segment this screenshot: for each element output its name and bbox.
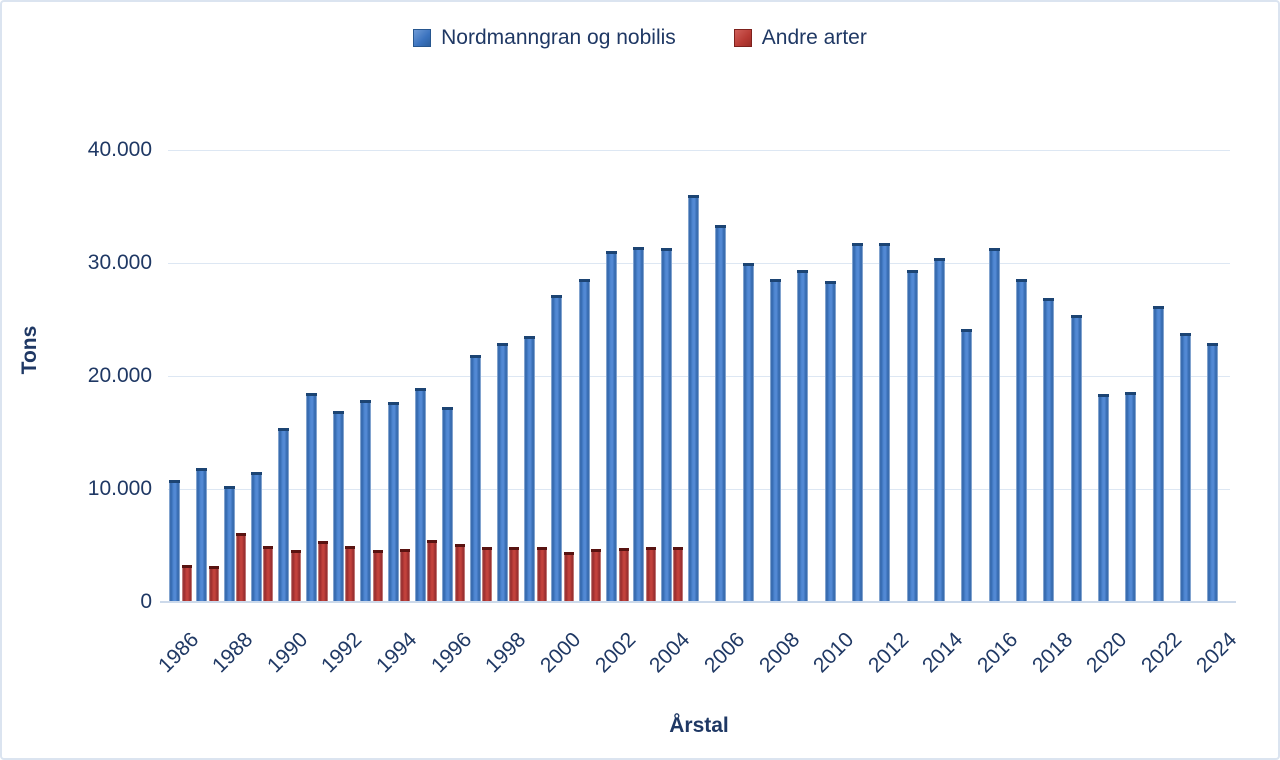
bar-nordmanngran-1990 bbox=[278, 427, 290, 602]
bar-nordmanngran-2010 bbox=[824, 281, 836, 602]
bar-andre-arter-1988 bbox=[236, 533, 247, 602]
bar-nordmanngran-2007 bbox=[742, 263, 754, 602]
bar-nordmanngran-1998 bbox=[496, 343, 508, 602]
bar-nordmanngran-2004 bbox=[660, 248, 672, 602]
y-tick-label-20.000: 20.000 bbox=[87, 364, 152, 387]
legend-item-andre-arter: Andre arter bbox=[733, 26, 867, 50]
y-tick-label-0: 0 bbox=[140, 590, 152, 613]
bar-nordmanngran-1995 bbox=[414, 388, 426, 602]
bar-andre-arter-1994 bbox=[400, 548, 411, 602]
bar-andre-arter-1996 bbox=[454, 544, 465, 602]
bar-andre-arter-1998 bbox=[509, 546, 520, 602]
bar-nordmanngran-2020 bbox=[1097, 394, 1109, 602]
bar-nordmanngran-2019 bbox=[1070, 314, 1082, 602]
legend: Nordmanngran og nobilis Andre arter bbox=[2, 26, 1278, 50]
bar-andre-arter-1993 bbox=[372, 550, 383, 602]
bar-andre-arter-2003 bbox=[645, 546, 656, 602]
bar-nordmanngran-2001 bbox=[578, 278, 590, 602]
bar-nordmanngran-1989 bbox=[250, 472, 262, 602]
gridline-40000 bbox=[168, 149, 1230, 151]
bar-nordmanngran-1997 bbox=[469, 354, 481, 602]
y-tick-label-10.000: 10.000 bbox=[87, 477, 152, 500]
bar-andre-arter-2004 bbox=[673, 546, 684, 602]
bar-andre-arter-2002 bbox=[618, 547, 629, 602]
bar-nordmanngran-1999 bbox=[524, 336, 536, 602]
y-axis-title: Tons bbox=[18, 325, 41, 375]
bar-nordmanngran-2002 bbox=[606, 250, 618, 602]
bar-nordmanngran-2008 bbox=[770, 278, 782, 602]
bar-nordmanngran-2022 bbox=[1152, 305, 1164, 602]
bar-nordmanngran-1993 bbox=[360, 399, 372, 602]
bar-andre-arter-1991 bbox=[318, 540, 329, 602]
bar-andre-arter-1989 bbox=[263, 545, 274, 602]
bar-nordmanngran-2023 bbox=[1179, 333, 1191, 602]
bar-andre-arter-1995 bbox=[427, 539, 438, 602]
bar-nordmanngran-2003 bbox=[633, 247, 645, 602]
bar-nordmanngran-2016 bbox=[988, 248, 1000, 602]
bar-nordmanngran-2013 bbox=[906, 269, 918, 602]
bar-nordmanngran-2015 bbox=[961, 328, 973, 602]
bar-nordmanngran-1986 bbox=[169, 479, 180, 602]
bar-andre-arter-1999 bbox=[536, 546, 547, 602]
x-axis-line bbox=[160, 601, 1236, 603]
bar-nordmanngran-1987 bbox=[196, 467, 208, 602]
y-tick-label-40.000: 40.000 bbox=[87, 138, 152, 161]
bar-andre-arter-1987 bbox=[208, 565, 219, 602]
red-square-icon bbox=[733, 29, 752, 47]
bar-andre-arter-2000 bbox=[563, 552, 574, 602]
y-tick-label-30.000: 30.000 bbox=[87, 251, 152, 274]
blue-square-icon bbox=[413, 29, 432, 47]
bar-nordmanngran-1988 bbox=[223, 485, 235, 602]
bar-nordmanngran-1992 bbox=[332, 411, 344, 602]
bar-andre-arter-1986 bbox=[181, 564, 192, 602]
bar-andre-arter-1990 bbox=[290, 550, 301, 602]
bar-nordmanngran-2012 bbox=[879, 242, 891, 602]
bar-nordmanngran-2021 bbox=[1125, 391, 1137, 602]
bar-nordmanngran-2006 bbox=[715, 224, 727, 602]
bar-nordmanngran-2024 bbox=[1207, 343, 1219, 602]
bar-andre-arter-1992 bbox=[345, 545, 356, 602]
bar-andre-arter-1997 bbox=[482, 546, 493, 602]
legend-label-nordmanngran: Nordmanngran og nobilis bbox=[441, 26, 676, 49]
x-axis-title: Årstal bbox=[669, 714, 729, 737]
bar-nordmanngran-2018 bbox=[1043, 298, 1055, 602]
bar-nordmanngran-2011 bbox=[852, 242, 863, 602]
bar-nordmanngran-1996 bbox=[442, 406, 454, 602]
bar-nordmanngran-2000 bbox=[551, 294, 563, 602]
bar-nordmanngran-2017 bbox=[1015, 278, 1027, 602]
legend-label-andre-arter: Andre arter bbox=[761, 26, 867, 49]
bar-nordmanngran-2014 bbox=[933, 258, 945, 602]
bar-nordmanngran-1991 bbox=[305, 392, 317, 602]
bar-nordmanngran-2009 bbox=[797, 269, 809, 602]
bar-nordmanngran-1994 bbox=[387, 402, 399, 602]
bar-nordmanngran-2005 bbox=[688, 195, 700, 602]
plot-area bbox=[160, 149, 1236, 603]
bar-andre-arter-2001 bbox=[591, 548, 602, 602]
legend-item-nordmanngran: Nordmanngran og nobilis bbox=[413, 26, 676, 50]
